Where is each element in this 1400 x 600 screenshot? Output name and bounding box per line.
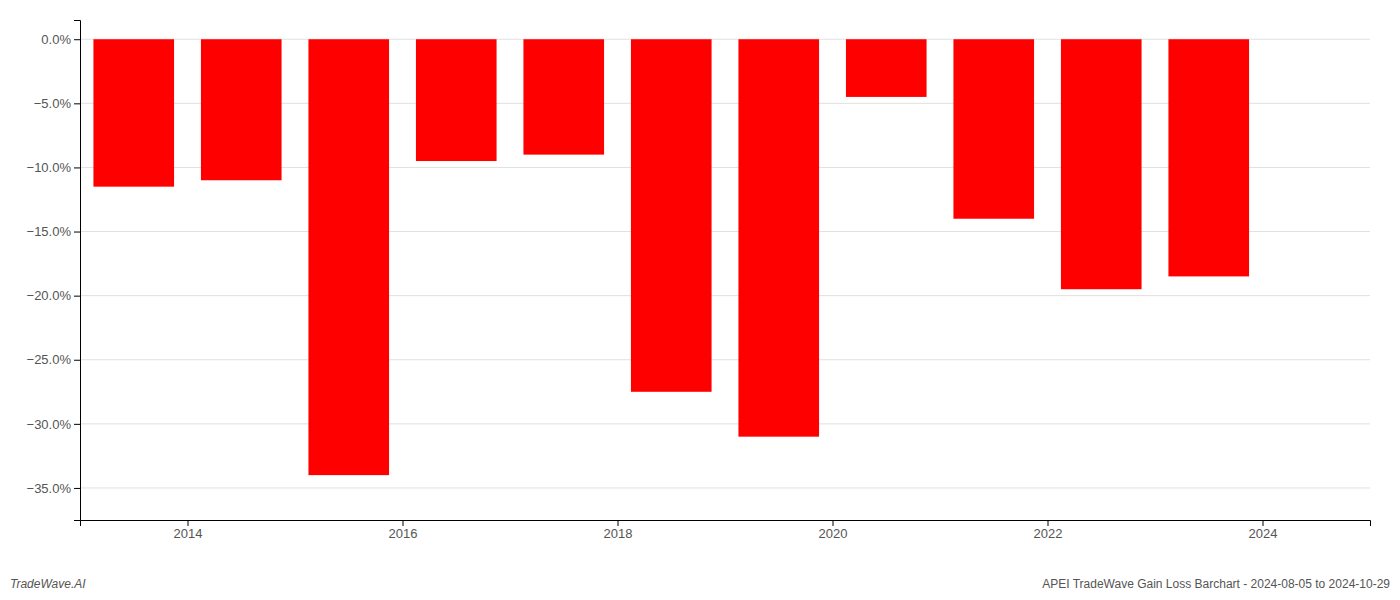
x-tick-label: 2014 <box>174 526 203 541</box>
x-tick-mark <box>188 520 189 526</box>
y-tick: −35.0% <box>27 481 80 496</box>
x-tick: 2022 <box>1034 520 1063 541</box>
x-tick-mark <box>403 520 404 526</box>
y-tick-mark <box>74 488 80 489</box>
grid-line <box>80 295 1370 296</box>
y-tick-label: −25.0% <box>27 352 72 367</box>
y-tick-mark <box>74 360 80 361</box>
x-tick-label: 2016 <box>389 526 418 541</box>
x-axis: 2014 2016 2018 2020 2022 2024 <box>81 520 1371 541</box>
bar <box>738 39 819 436</box>
y-tick-label: −30.0% <box>27 417 72 432</box>
y-tick-label: −20.0% <box>27 288 72 303</box>
x-tick-mark <box>1263 520 1264 526</box>
y-tick: −5.0% <box>34 96 80 111</box>
bar <box>846 39 927 97</box>
y-tick-mark <box>74 167 80 168</box>
bar <box>1061 39 1142 289</box>
bar <box>201 39 282 180</box>
x-tick: 2014 <box>174 520 203 541</box>
y-tick-label: 0.0% <box>41 32 71 47</box>
x-tick-label: 2022 <box>1034 526 1063 541</box>
x-tick: 2018 <box>604 520 633 541</box>
plot-area <box>93 39 1249 475</box>
y-tick: −10.0% <box>27 160 80 175</box>
y-tick-mark <box>74 232 80 233</box>
y-tick: −30.0% <box>27 417 80 432</box>
y-axis: 0.0% −5.0% −10.0% −15.0% −20.0% −25.0% −30.0% −… <box>27 21 81 521</box>
grid-line <box>80 487 1370 488</box>
y-tick: −25.0% <box>27 352 80 367</box>
chart: 2014 2016 2018 2020 2022 2024 0.0% −5.0% −10.0% −… <box>0 0 1400 600</box>
y-tick-label: −5.0% <box>34 96 72 111</box>
bar <box>631 39 712 392</box>
y-tick-mark <box>74 424 80 425</box>
bar <box>416 39 497 161</box>
y-tick-mark <box>74 296 80 297</box>
x-tick-label: 2018 <box>604 526 633 541</box>
x-axis-line <box>81 521 1371 527</box>
y-tick: −15.0% <box>27 224 80 239</box>
y-tick-mark <box>74 39 80 40</box>
grid <box>80 39 1370 488</box>
x-tick: 2020 <box>819 520 848 541</box>
x-tick: 2016 <box>389 520 418 541</box>
x-tick-mark <box>1048 520 1049 526</box>
x-tick-mark <box>833 520 834 526</box>
x-tick-mark <box>618 520 619 526</box>
y-tick: 0.0% <box>41 32 80 47</box>
bar <box>93 39 174 186</box>
y-tick-label: −35.0% <box>27 481 72 496</box>
bar <box>953 39 1034 218</box>
x-tick-label: 2024 <box>1249 526 1278 541</box>
y-axis-line <box>74 21 81 521</box>
title: APEI TradeWave Gain Loss Barchart - 2024… <box>1042 577 1390 591</box>
bar <box>523 39 604 154</box>
y-tick: −20.0% <box>27 288 80 303</box>
grid-line <box>80 359 1370 360</box>
grid-line <box>80 423 1370 424</box>
footer-left: TradeWave.AI <box>10 577 86 591</box>
x-tick-label: 2020 <box>819 526 848 541</box>
x-tick: 2024 <box>1249 520 1278 541</box>
y-tick-mark <box>74 103 80 104</box>
bar <box>1168 39 1249 276</box>
bar <box>308 39 389 475</box>
y-tick-label: −10.0% <box>27 160 72 175</box>
y-tick-label: −15.0% <box>27 224 72 239</box>
